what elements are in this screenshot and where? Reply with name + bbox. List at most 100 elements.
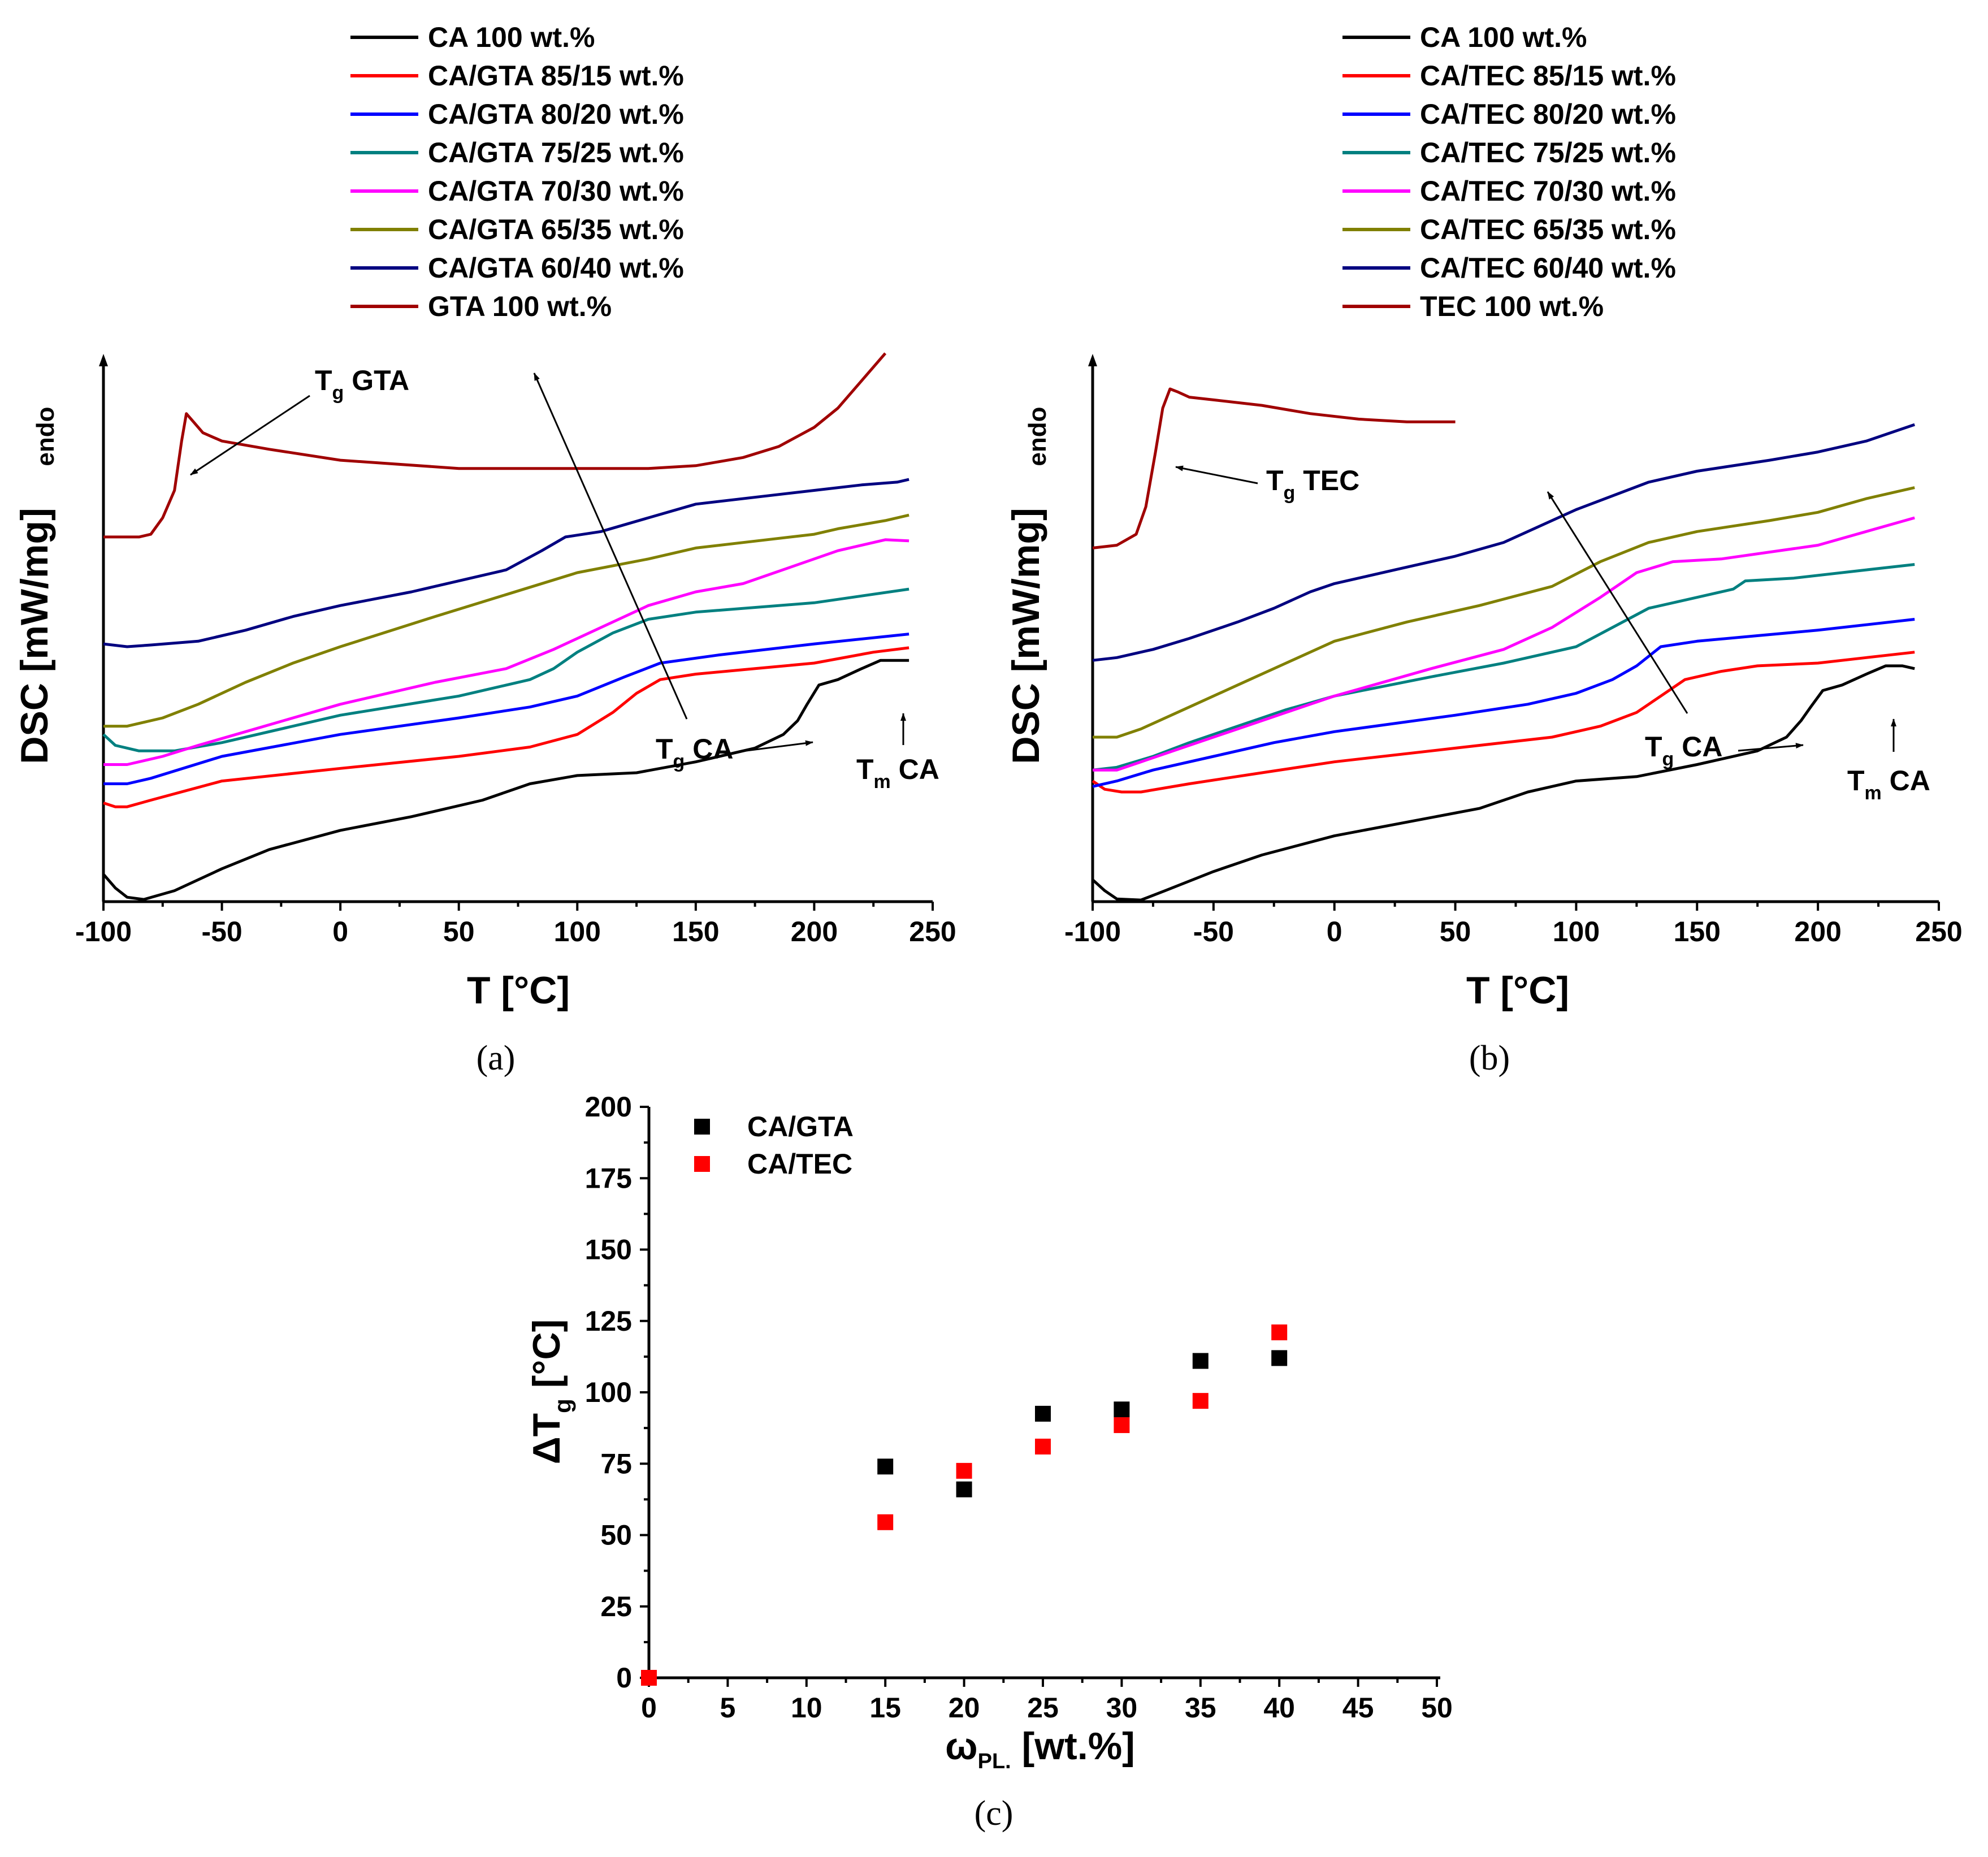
annotation-tg-ca-a-arrow (746, 740, 813, 752)
point-c-1-4 (1114, 1417, 1130, 1434)
annotation-tg-ca-a-sub: g (673, 751, 685, 772)
y-tick-label-c-4: 100 (585, 1376, 632, 1408)
ylabel-c: ΔTg [°C] (525, 1319, 576, 1465)
x-tick-label-c-10: 50 (1421, 1692, 1453, 1724)
annotation-tg-ca-a-after: CA (685, 733, 733, 765)
legend-label-c-0: CA/GTA (747, 1111, 854, 1142)
legend-label-a-7: GTA 100 wt.% (428, 291, 612, 322)
annotation-tm-ca-a-after: CA (891, 754, 939, 785)
x-tick-label-a-6: 200 (791, 916, 838, 947)
annotation-tg-ca-a: Tg CA (656, 733, 813, 772)
endo-label-a: endo (32, 406, 59, 466)
x-tick-label-c-9: 45 (1342, 1692, 1374, 1724)
curve-a-2 (103, 633, 909, 785)
annotation-tg-ca-b: Tg CA (1645, 731, 1804, 770)
curve-b-6 (1092, 423, 1916, 662)
annotation-tg-gta-after: GTA (344, 365, 409, 396)
x-tick-label-b-4: 100 (1553, 916, 1600, 947)
annotation-tg-tec-arrow (1175, 465, 1258, 484)
svg-text:Tg CA: Tg CA (656, 733, 733, 772)
y-tick-label-c-8: 200 (585, 1091, 632, 1123)
x-tick-label-c-5: 25 (1027, 1692, 1059, 1724)
x-tick-label-b-3: 50 (1440, 916, 1471, 947)
y-tick-label-c-6: 150 (585, 1234, 632, 1266)
x-tick-label-b-7: 250 (1915, 916, 1962, 947)
svg-text:Tg GTA: Tg GTA (315, 365, 409, 404)
point-c-0-2 (956, 1481, 972, 1497)
legend-c: CA/GTA CA/TEC (694, 1111, 854, 1180)
legend-label-b-7: TEC 100 wt.% (1420, 291, 1604, 322)
legend-label-a-6: CA/GTA 60/40 wt.% (428, 252, 684, 284)
x-tick-label-a-5: 150 (672, 916, 719, 947)
xlabel-b: T [°C] (1466, 969, 1569, 1012)
annotation-tg-ca-b-sub: g (1662, 748, 1674, 770)
caption-a: (a) (477, 1039, 516, 1077)
x-tick-label-b-0: -100 (1064, 916, 1121, 947)
x-tick-label-a-0: -100 (75, 916, 132, 947)
legend-label-b-1: CA/TEC 85/15 wt.% (1420, 60, 1676, 92)
annotation-tg-ca-a-t: T (656, 733, 673, 765)
legend-label-a-4: CA/GTA 70/30 wt.% (428, 175, 684, 207)
legend-label-a-3: CA/GTA 75/25 wt.% (428, 137, 684, 168)
annotation-tm-ca-b-after: CA (1882, 765, 1930, 797)
curve-b-2 (1092, 618, 1915, 788)
legend-b: CA 100 wt.% CA/TEC 85/15 wt.% CA/TEC 80/20… (1342, 21, 1676, 322)
legend-label-a-2: CA/GTA 80/20 wt.% (428, 98, 684, 130)
x-tick-label-c-4: 20 (948, 1692, 980, 1724)
point-c-0-1 (877, 1458, 894, 1475)
panel-c: 0 5 10 15 20 25 30 35 40 45 50 0 25 50 75 100 125 150 175 2… (525, 1091, 1453, 1833)
annotation-shift-arrow-a (533, 373, 688, 720)
annotation-tm-ca-a-sub: m (874, 771, 891, 793)
caption-c: (c) (974, 1794, 1014, 1833)
point-c-0-5 (1192, 1353, 1209, 1369)
curve-a-4 (103, 538, 909, 766)
annotation-tg-ca-b-after: CA (1674, 731, 1722, 763)
legend-label-b-3: CA/TEC 75/25 wt.% (1420, 137, 1676, 168)
legend-label-a-5: CA/GTA 65/35 wt.% (428, 214, 684, 245)
x-tick-label-c-0: 0 (641, 1692, 657, 1724)
legend-label-b-2: CA/TEC 80/20 wt.% (1420, 98, 1676, 130)
y-tick-label-c-3: 75 (600, 1448, 632, 1479)
annotation-tm-ca-b: Tm CA (1847, 718, 1930, 804)
x-tick-label-a-3: 50 (443, 916, 475, 947)
x-tick-label-a-4: 100 (554, 916, 601, 947)
y-tick-label-c-7: 175 (585, 1162, 632, 1194)
curves-b (1092, 387, 1916, 902)
curve-a-0 (102, 659, 909, 901)
svg-text:Tg TEC: Tg TEC (1266, 465, 1359, 504)
svg-text:Tg CA: Tg CA (1645, 731, 1722, 770)
point-c-0-6 (1271, 1350, 1288, 1366)
annotation-tm-ca-a-t: T (856, 754, 874, 785)
xlabel-c-sub: PL. (978, 1750, 1011, 1773)
annotation-tg-gta: Tg GTA (190, 365, 409, 476)
point-c-1-2 (956, 1462, 972, 1479)
x-tick-label-b-2: 0 (1327, 916, 1342, 947)
legend-label-a-0: CA 100 wt.% (428, 21, 595, 53)
legend-a: CA 100 wt.% CA/GTA 85/15 wt.% CA/GTA 80/20… (350, 21, 684, 322)
curve-a-5 (103, 513, 909, 728)
point-c-1-1 (877, 1514, 894, 1530)
ylabel-c-after: [°C] (525, 1319, 568, 1399)
ticks-c: 0 5 10 15 20 25 30 35 40 45 50 0 25 50 75 100 125 150 175 2… (585, 1091, 1453, 1724)
endo-label-b: endo (1024, 406, 1051, 466)
legend-label-b-5: CA/TEC 65/35 wt.% (1420, 214, 1676, 245)
y-tick-label-c-0: 0 (616, 1662, 632, 1694)
x-tick-label-c-8: 40 (1263, 1692, 1295, 1724)
x-ticks-a: -100 -50 0 50 100 150 200 250 (75, 902, 956, 947)
x-tick-label-b-6: 200 (1794, 916, 1841, 947)
xlabel-c-main: ω (945, 1725, 977, 1768)
point-c-1-5 (1192, 1393, 1209, 1409)
y-tick-label-c-5: 125 (585, 1305, 632, 1337)
legend-label-b-6: CA/TEC 60/40 wt.% (1420, 252, 1676, 284)
y-axis-arrow-b (1088, 354, 1097, 366)
legend-label-a-1: CA/GTA 85/15 wt.% (428, 60, 684, 92)
x-tick-label-c-7: 35 (1185, 1692, 1216, 1724)
annotation-tg-gta-t: T (315, 365, 332, 396)
curve-b-7 (1092, 387, 1456, 549)
svg-text:Tm CA: Tm CA (856, 754, 939, 793)
point-c-1-3 (1035, 1438, 1051, 1455)
annotation-tm-ca-b-sub: m (1865, 782, 1882, 804)
x-tick-label-c-2: 10 (791, 1692, 822, 1724)
x-tick-label-b-1: -50 (1193, 916, 1234, 947)
